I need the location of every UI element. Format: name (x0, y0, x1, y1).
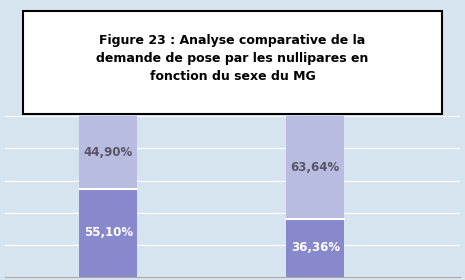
Bar (79, 188, 137, 277)
Text: 63,64%: 63,64% (291, 161, 340, 174)
Bar (79, 116, 137, 188)
Text: Figure 23 : Analyse comparative de la
demande de pose par les nullipares en
fonc: Figure 23 : Analyse comparative de la de… (96, 34, 369, 83)
Bar (286, 116, 345, 219)
Text: 44,90%: 44,90% (84, 146, 133, 159)
Bar (286, 219, 345, 277)
FancyBboxPatch shape (23, 11, 442, 114)
Text: 36,36%: 36,36% (291, 241, 340, 255)
Text: 55,10%: 55,10% (84, 226, 133, 239)
